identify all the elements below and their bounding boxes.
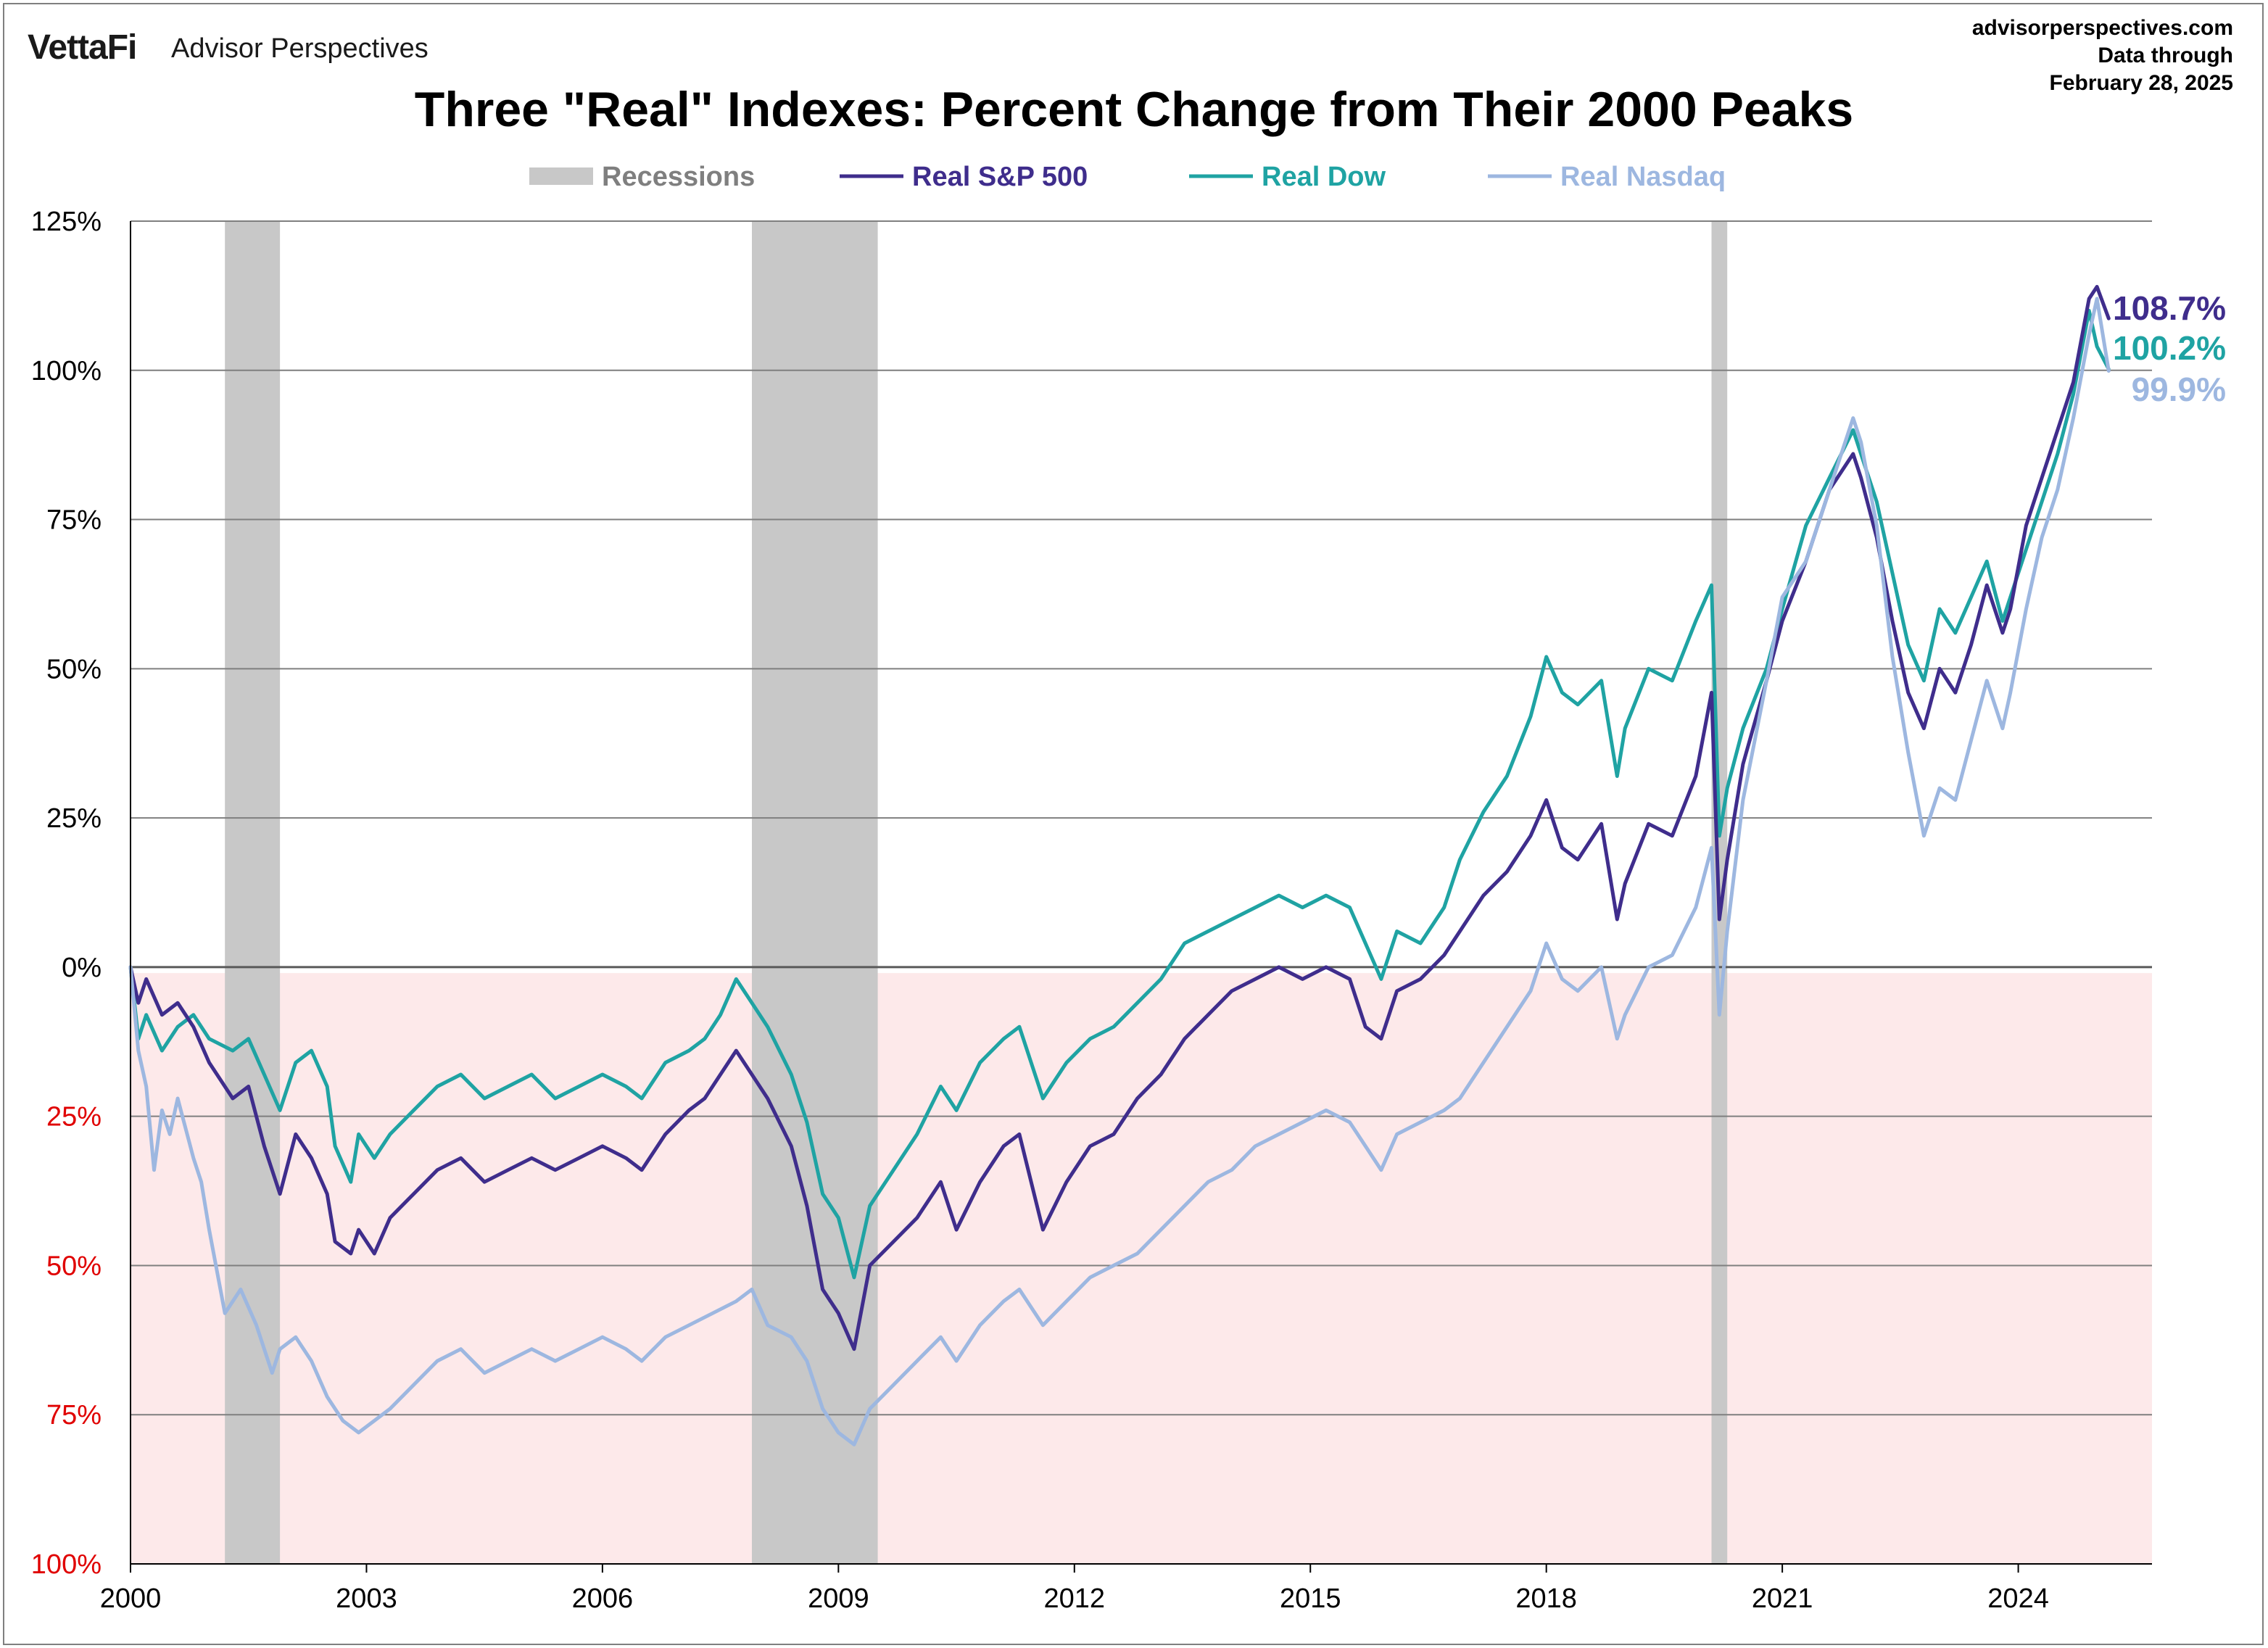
chart-title: Three "Real" Indexes: Percent Change fro…	[414, 82, 1854, 137]
series-line-real-s-p-500	[128, 285, 2111, 1351]
series-lines-layer	[128, 285, 2111, 1446]
legend-label-real-s-p-500: Real S&P 500	[912, 162, 1088, 192]
y-tick-label: 25%	[46, 803, 102, 834]
end-labels-layer: 108.7%100.2%99.9%	[2113, 289, 2226, 408]
legend-swatch-recessions	[529, 167, 593, 185]
series-line-real-nasdaq	[128, 297, 2111, 1446]
recession-bar-1	[225, 221, 281, 1564]
end-label-real-s-p-500: 108.7%	[2113, 289, 2226, 327]
end-label-real-nasdaq: 99.9%	[2132, 370, 2226, 408]
y-tick-label: 50%	[46, 654, 102, 684]
negative-zone	[131, 973, 2152, 1564]
legend-layer: Recessions Real S&P 500 Real Dow Real Nasda…	[529, 162, 1726, 192]
y-tick-label: 100%	[31, 356, 102, 386]
brand-name: Advisor Perspectives	[171, 33, 429, 64]
source-note: advisorperspectives.com Data through Feb…	[1972, 15, 2233, 97]
x-tick-label: 2003	[336, 1583, 397, 1614]
x-tick-label: 2018	[1515, 1583, 1577, 1614]
data-through-date: February 28, 2025	[2049, 71, 2234, 95]
x-tick-label: 2024	[1987, 1583, 2049, 1614]
x-tick-label: 2000	[100, 1583, 162, 1614]
series-line-real-dow	[128, 309, 2111, 1280]
y-tick-label: 50%	[46, 1251, 102, 1281]
y-tick-label: 25%	[46, 1102, 102, 1133]
x-tick-label: 2009	[808, 1583, 869, 1614]
x-tick-label: 2015	[1280, 1583, 1341, 1614]
y-tick-label: 125%	[31, 207, 102, 237]
y-tick-label: 75%	[46, 505, 102, 536]
x-tick-label: 2012	[1044, 1583, 1106, 1614]
recession-bar-2	[752, 221, 878, 1564]
x-tick-label: 2021	[1752, 1583, 1813, 1614]
vettafi-logo: VettaFi	[28, 28, 137, 67]
end-label-real-dow: 100.2%	[2113, 329, 2226, 367]
data-through-label: Data through	[2098, 44, 2233, 67]
legend-label-real-nasdaq: Real Nasdaq	[1560, 162, 1726, 192]
legend-label-recessions: Recessions	[602, 162, 755, 192]
negative-zone-layer	[131, 973, 2152, 1564]
y-tick-label: 75%	[46, 1400, 102, 1430]
y-tick-label: 0%	[62, 953, 102, 983]
legend-label-real-dow: Real Dow	[1262, 162, 1386, 192]
x-tick-label: 2006	[572, 1583, 634, 1614]
axes-layer: 125%100%75%50%25%0%25%50%75%100%2000 2003…	[31, 207, 2152, 1614]
y-tick-label: 100%	[31, 1549, 102, 1580]
source-website: advisorperspectives.com	[1971, 16, 2233, 40]
recession-bars-layer	[225, 221, 1728, 1564]
